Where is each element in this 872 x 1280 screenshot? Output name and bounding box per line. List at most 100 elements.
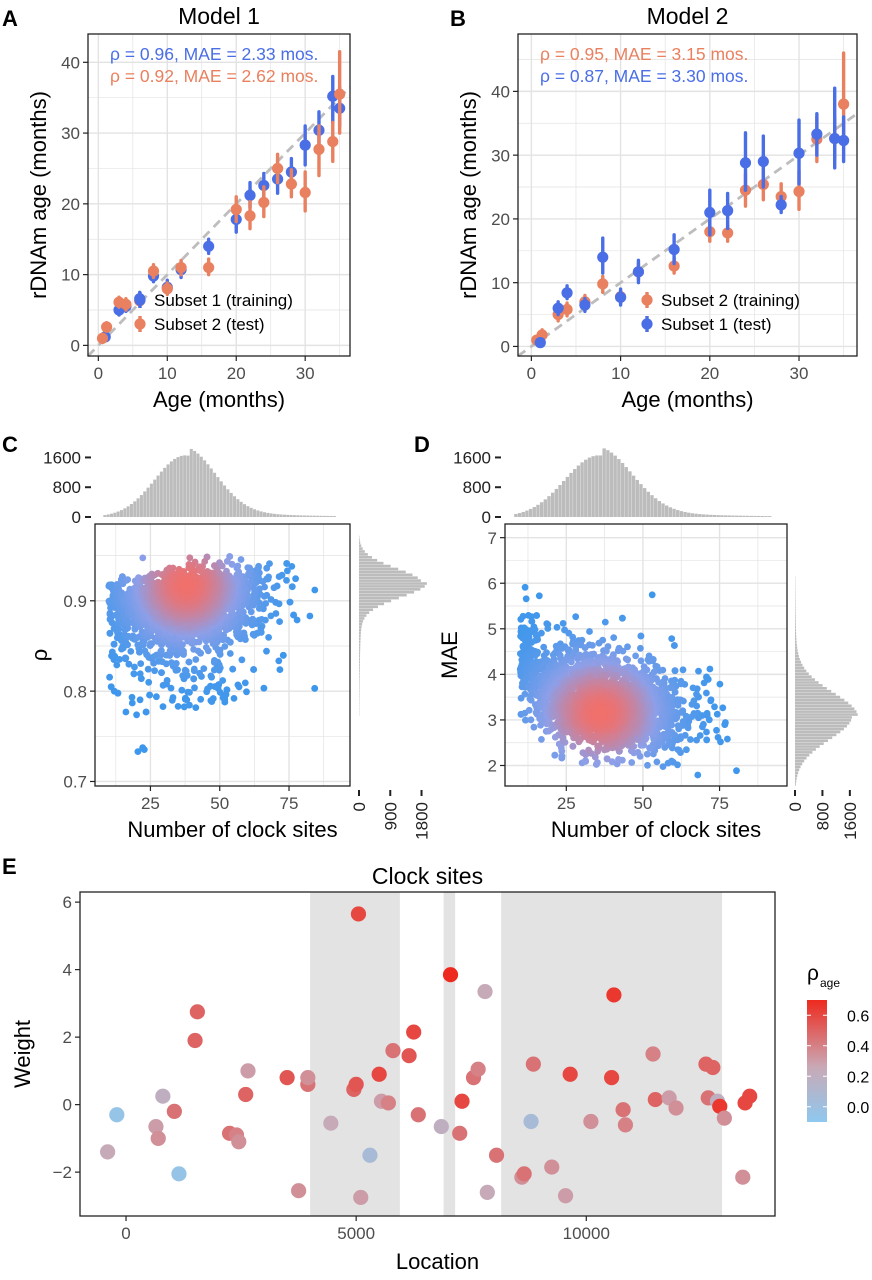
histogram-bar [326, 515, 330, 517]
data-point [597, 278, 609, 290]
data-point [137, 660, 145, 667]
data-point [276, 618, 283, 625]
data-point [247, 616, 255, 624]
histogram-bar [206, 464, 210, 517]
data-point [262, 600, 270, 607]
data-point [553, 623, 561, 631]
data-point [722, 205, 734, 217]
data-point [671, 667, 679, 675]
histogram-bar [289, 515, 293, 517]
data-point [191, 684, 198, 692]
data-point [147, 265, 160, 277]
data-point [158, 669, 165, 676]
data-point [211, 657, 218, 664]
histogram-bar [186, 455, 190, 517]
x-tick-label: 75 [280, 794, 299, 813]
stat-annotation: ρ = 0.92, MAE = 2.62 mos. [110, 66, 318, 86]
data-point [115, 626, 123, 633]
data-point [525, 706, 533, 714]
data-point [632, 652, 639, 660]
data-point [134, 748, 142, 755]
data-point [299, 139, 311, 151]
data-point [668, 635, 676, 642]
data-point [531, 626, 539, 633]
histogram-bar [103, 515, 107, 517]
data-point [113, 661, 121, 669]
data-point [714, 734, 722, 741]
data-point [829, 132, 841, 145]
histogram-bar [282, 514, 286, 517]
histogram-bar [359, 582, 427, 585]
data-point [595, 639, 603, 647]
histogram-bar [173, 458, 177, 517]
data-point [142, 708, 150, 716]
data-point [586, 628, 593, 635]
plot-frame [87, 33, 351, 357]
histogram-bar [359, 541, 361, 545]
data-point [219, 677, 227, 684]
histogram-bar [312, 515, 316, 517]
histogram-bar [359, 547, 363, 550]
data-point [144, 665, 152, 673]
histogram-bar [166, 464, 170, 517]
histogram-bar [299, 515, 303, 517]
data-point [528, 618, 536, 625]
data-point [136, 696, 144, 704]
y-tick-label: 40 [61, 53, 80, 72]
x-tick-label: 50 [210, 794, 229, 813]
histogram-bar [309, 515, 313, 517]
histogram-bar [322, 515, 326, 517]
data-point [290, 611, 297, 619]
data-point [139, 744, 147, 752]
data-point [182, 579, 189, 587]
data-point [260, 684, 268, 692]
y-axis-label: ρ [27, 649, 52, 662]
data-point [241, 679, 249, 687]
histogram-bar [279, 514, 283, 517]
histogram-bar [359, 687, 360, 690]
data-point [288, 583, 296, 591]
data-point [299, 186, 311, 199]
data-point [203, 240, 215, 252]
histogram-bar [139, 495, 143, 517]
y-tick-label: 10 [61, 266, 80, 285]
data-point [250, 666, 257, 673]
data-point [579, 749, 587, 757]
data-point [175, 261, 187, 274]
histogram-bar [359, 596, 399, 600]
histogram-bar [233, 496, 237, 517]
data-point [145, 678, 153, 686]
data-point [521, 583, 529, 591]
histogram-bar [209, 468, 213, 517]
data-point [559, 620, 567, 627]
data-point [200, 665, 208, 672]
data-point [645, 657, 653, 665]
histogram-bar [359, 614, 367, 617]
data-point [279, 651, 287, 659]
data-point [141, 647, 149, 655]
legend: Subset 2 (training)Subset 1 (test) [641, 291, 800, 334]
data-point [265, 634, 272, 641]
data-point [182, 694, 189, 702]
data-point [615, 756, 622, 763]
histogram-bar [106, 514, 110, 517]
data-point [527, 696, 535, 704]
hist-tick-label: 1800 [413, 802, 432, 840]
histogram-bar [359, 625, 362, 629]
data-point [169, 694, 177, 701]
panel-letter-c: C [2, 432, 18, 457]
x-axis-label: Age (months) [621, 387, 753, 412]
y-tick-label: 20 [61, 195, 80, 214]
data-point [661, 744, 669, 751]
data-point [568, 658, 575, 666]
y-tick-label: 0 [71, 337, 80, 356]
data-point [655, 679, 662, 686]
data-point [694, 771, 702, 779]
identity-line [86, 86, 352, 357]
legend-label: Subset 2 (test) [154, 315, 265, 334]
x-tick-label: 20 [700, 364, 719, 383]
histogram-bar [292, 515, 296, 517]
histogram-bar [176, 457, 180, 517]
histogram-bar [216, 477, 220, 517]
plot-title: Model 1 [178, 3, 260, 29]
